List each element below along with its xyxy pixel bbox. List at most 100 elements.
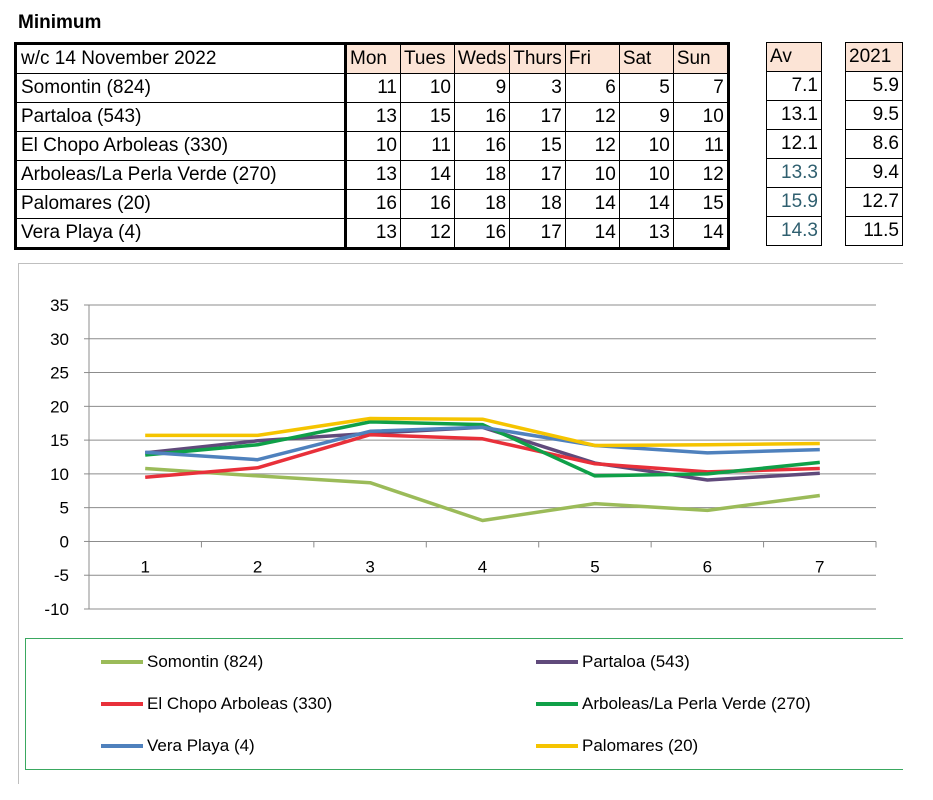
day-header[interactable]: Tues [400,43,455,74]
temperature-cell[interactable]: 9 [453,73,511,103]
temperature-cell[interactable]: 18 [453,160,511,190]
temperature-cell[interactable]: 14 [672,218,729,249]
temperature-cell[interactable]: 10 [400,73,455,103]
legend-line-swatch [536,744,578,748]
temperature-cell[interactable]: 12 [672,160,729,190]
table-row: Palomares (20) 16 16 18 18 14 14 15 [15,189,729,219]
temperature-cell[interactable]: 11 [345,73,401,103]
temperature-cell[interactable]: 16 [453,102,511,132]
temperature-cell[interactable]: 12 [564,131,620,161]
day-header[interactable]: Weds [453,43,511,74]
temperature-cell[interactable]: 14 [400,160,455,190]
temperature-cell[interactable]: 14 [564,218,620,249]
temperature-cell[interactable]: 15 [672,189,729,219]
day-header[interactable]: Thurs [509,43,566,74]
series-line [145,425,820,462]
temperature-cell[interactable]: 15 [509,131,566,161]
y-tick-label: 5 [60,499,69,518]
av-header[interactable]: Av [766,42,822,72]
legend-item: Partaloa (543) [536,652,690,672]
x-tick-label: 7 [815,557,824,576]
temperature-cell[interactable]: 17 [509,102,566,132]
x-tick-label: 4 [478,557,487,576]
temperature-cell[interactable]: 10 [618,131,674,161]
station-name-cell[interactable]: Partaloa (543) [15,102,347,132]
temperature-cell[interactable]: 10 [564,160,620,190]
day-header[interactable]: Mon [345,43,401,74]
station-name-cell[interactable]: Vera Playa (4) [15,218,347,249]
temperature-cell[interactable]: 10 [672,102,729,132]
average-cell[interactable]: 7.1 [766,71,822,101]
x-tick-label: 1 [140,557,149,576]
sheet-title: Minimum [18,12,102,33]
line-chart: 35 30 25 20 15 10 5 0 -5 -10 1 2 3 4 5 6 7 [44,296,877,619]
legend-line-swatch [536,702,578,706]
week-label[interactable]: w/c 14 November 2022 [15,43,347,74]
table-row: Partaloa (543) 13 15 16 17 12 9 10 [15,102,729,132]
temperature-cell[interactable]: 12 [400,218,455,249]
temperature-cell[interactable]: 13 [345,102,401,132]
station-name-cell[interactable]: El Chopo Arboleas (330) [15,131,347,161]
legend-item: Arboleas/La Perla Verde (270) [536,694,811,714]
average-cell[interactable]: 14.3 [766,216,822,246]
temperature-cell[interactable]: 13 [345,218,401,249]
y-tick-label: 0 [60,532,69,551]
temperature-cell[interactable]: 13 [345,160,401,190]
station-name-cell[interactable]: Somontin (824) [15,73,347,103]
temperature-cell[interactable]: 16 [453,218,511,249]
temperature-cell[interactable]: 10 [618,160,674,190]
day-header[interactable]: Fri [564,43,620,74]
station-name-cell[interactable]: Arboleas/La Perla Verde (270) [15,160,347,190]
temperature-cell[interactable]: 11 [672,131,729,161]
series-line [145,432,820,480]
temperature-cell[interactable]: 16 [345,189,401,219]
x-tick-label: 6 [703,557,712,576]
temperature-cell[interactable]: 16 [453,131,511,161]
legend-line-swatch [536,660,578,664]
day-header[interactable]: Sat [618,43,674,74]
day-header[interactable]: Sun [672,43,729,74]
temperature-cell[interactable]: 9 [618,102,674,132]
temperature-cell[interactable]: 18 [453,189,511,219]
temperature-cell[interactable]: 7 [672,73,729,103]
y-tick-label: 20 [50,397,69,416]
temperature-cell[interactable]: 5 [618,73,674,103]
y-tick-label: 35 [50,296,69,315]
temperature-cell[interactable]: 10 [345,131,401,161]
temperature-cell[interactable]: 13 [618,218,674,249]
temperature-cell[interactable]: 15 [400,102,455,132]
prev-year-cell[interactable]: 9.4 [845,158,903,188]
legend-item: Vera Playa (4) [101,736,255,756]
table-row: Arboleas/La Perla Verde (270) 13 14 18 17 10 1… [15,160,729,190]
temperature-cell[interactable]: 3 [509,73,566,103]
average-cell[interactable]: 13.3 [766,158,822,188]
table-row: Vera Playa (4) 13 12 16 17 14 13 14 [15,218,729,249]
average-cell[interactable]: 15.9 [766,187,822,217]
temperature-cell[interactable]: 17 [509,218,566,249]
temperature-cell[interactable]: 12 [564,102,620,132]
temperature-cell[interactable]: 6 [564,73,620,103]
y-tick-label: 15 [50,431,69,450]
temperature-cell[interactable]: 11 [400,131,455,161]
average-cell[interactable]: 12.1 [766,129,822,159]
series-line [145,466,821,523]
prev-year-header[interactable]: 2021 [845,42,903,72]
prev-year-cell[interactable]: 11.5 [845,216,903,246]
legend-label: Somontin (824) [147,652,264,671]
temperature-cell[interactable]: 14 [564,189,620,219]
station-name-cell[interactable]: Palomares (20) [15,189,347,219]
temperature-cell[interactable]: 18 [509,189,566,219]
temperature-cell[interactable]: 16 [400,189,455,219]
temperature-cell[interactable]: 14 [618,189,674,219]
prev-year-cell[interactable]: 5.9 [845,71,903,101]
y-tick-label: 30 [50,330,69,349]
legend-label: Arboleas/La Perla Verde (270) [582,694,811,713]
prev-year-cell[interactable]: 8.6 [845,129,903,159]
average-cell[interactable]: 13.1 [766,100,822,130]
legend-item: Somontin (824) [101,652,263,672]
minimum-temperature-table: w/c 14 November 2022 Mon Tues Weds Thurs… [14,42,730,250]
temperature-cell[interactable]: 17 [509,160,566,190]
prev-year-cell[interactable]: 9.5 [845,100,903,130]
prev-year-cell[interactable]: 12.7 [845,187,903,217]
legend-label: Partaloa (543) [582,652,690,671]
